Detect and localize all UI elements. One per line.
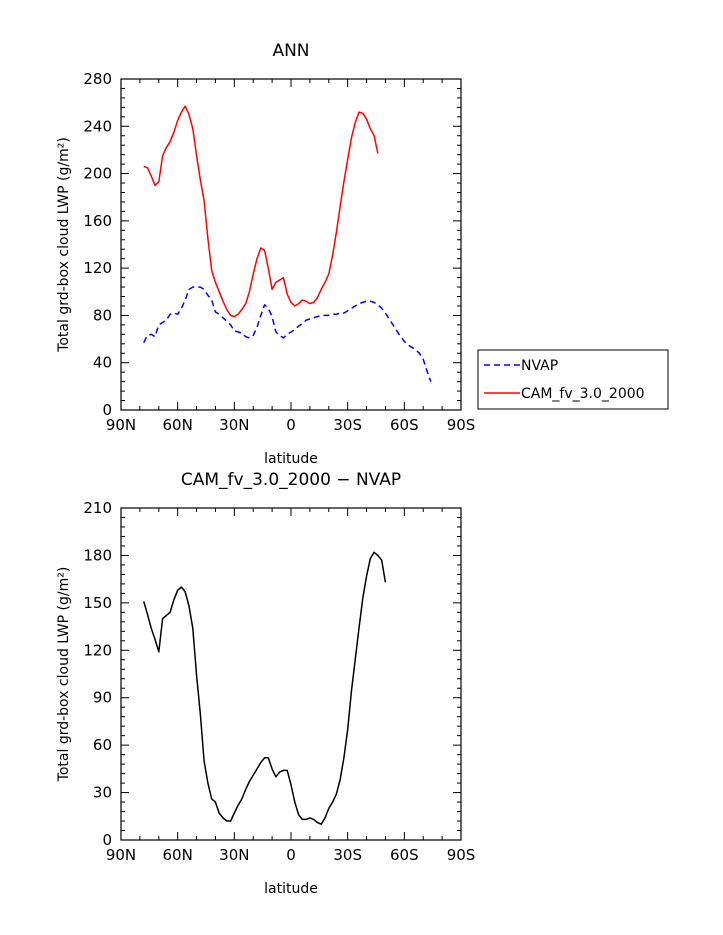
x-tick-label: 60S (390, 846, 419, 864)
y-tick-label: 210 (83, 499, 112, 517)
bottom-tick-labels: 90N 60N 30N 0 30S 60S 90S 0 30 60 90 120 150 180 210 (83, 499, 475, 864)
y-tick-label: 40 (93, 354, 112, 372)
y-tick-label: 0 (102, 401, 112, 419)
y-tick-label: 120 (83, 259, 112, 277)
top-series-line-1 (143, 105, 379, 318)
bottom-panel: CAM_fv_3.0_2000 − NVAP 90N 60N 30N 0 30S 60S 9… (56, 470, 475, 897)
y-tick-label: 160 (83, 212, 112, 230)
top-panel: ANN 90N 60N 30N 0 30S 60S 90S 0 40 80 120 160 200 240… (56, 41, 475, 467)
top-chart-title: ANN (272, 41, 309, 61)
y-tick-label: 150 (83, 594, 112, 612)
x-tick-label: 30S (333, 846, 362, 864)
top-tick-labels: 90N 60N 30N 0 30S 60S 90S 0 40 80 120 160 200 240 280 (83, 70, 475, 434)
top-ticks (120, 78, 462, 411)
top-x-axis-label: latitude (264, 451, 318, 467)
x-tick-label: 60N (163, 416, 193, 434)
legend-nvap-label: NVAP (521, 358, 558, 374)
bottom-x-axis-label: latitude (264, 881, 318, 897)
bottom-ticks (120, 507, 462, 841)
top-plot-frame (120, 78, 462, 411)
top-y-axis-label: Total grd-box cloud LWP (g/m²) (56, 137, 72, 353)
x-tick-label: 60N (163, 846, 193, 864)
top-series (143, 105, 432, 382)
x-tick-label: 90S (447, 416, 476, 434)
bottom-plot-frame (120, 507, 462, 841)
x-tick-label: 90S (447, 846, 476, 864)
x-tick-label: 30N (219, 846, 249, 864)
y-tick-label: 60 (93, 736, 112, 754)
x-tick-label: 90N (106, 846, 136, 864)
y-tick-label: 180 (83, 546, 112, 564)
x-tick-label: 60S (390, 416, 419, 434)
bottom-series-line-0 (142, 551, 387, 825)
bottom-chart-title: CAM_fv_3.0_2000 − NVAP (181, 470, 401, 490)
legend: NVAP CAM_fv_3.0_2000 (477, 349, 669, 410)
y-tick-label: 200 (83, 165, 112, 183)
bottom-series (142, 551, 387, 825)
x-tick-label: 0 (286, 416, 296, 434)
bottom-y-axis-label: Total grd-box cloud LWP (g/m²) (56, 567, 72, 783)
y-tick-label: 30 (93, 784, 112, 802)
x-tick-label: 30N (219, 416, 249, 434)
y-tick-label: 240 (83, 117, 112, 135)
y-tick-label: 0 (102, 831, 112, 849)
legend-box (477, 349, 669, 410)
top-series-line-0 (143, 286, 432, 382)
legend-cam-label: CAM_fv_3.0_2000 (521, 386, 645, 402)
x-tick-label: 30S (333, 416, 362, 434)
y-tick-label: 90 (93, 689, 112, 707)
y-tick-label: 80 (93, 306, 112, 324)
x-tick-label: 90N (106, 416, 136, 434)
x-tick-label: 0 (286, 846, 296, 864)
y-tick-label: 120 (83, 641, 112, 659)
y-tick-label: 280 (83, 70, 112, 88)
